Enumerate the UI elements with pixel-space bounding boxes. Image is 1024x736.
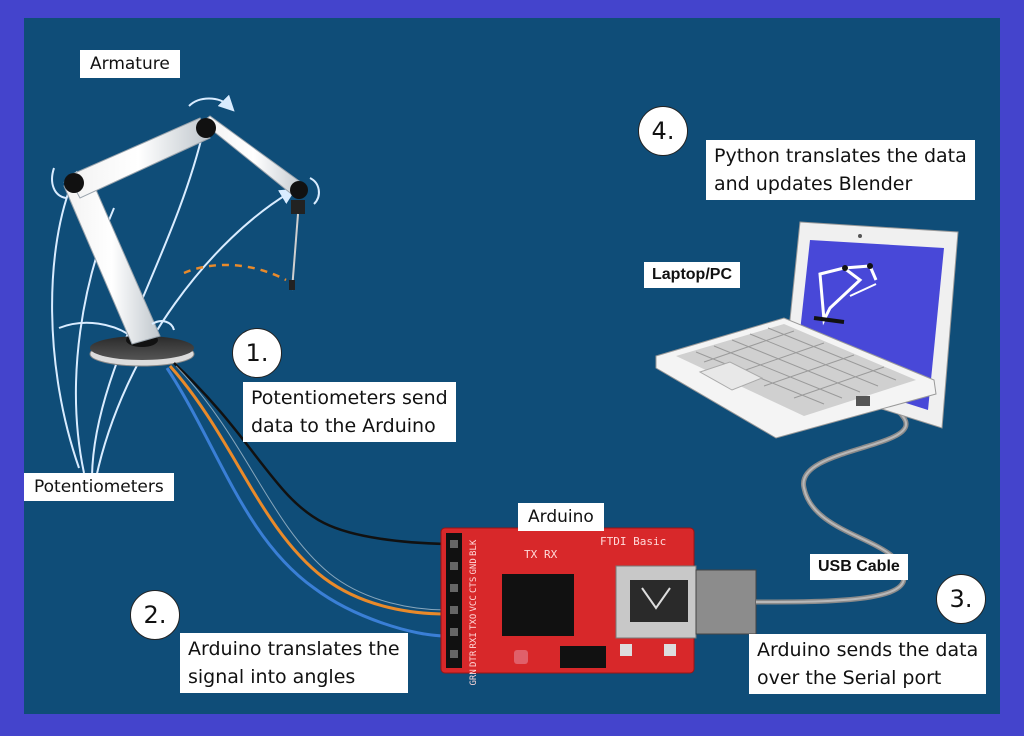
board-pin-label: VCC bbox=[469, 595, 479, 611]
diagram-panel: FTDI Basic TX RX BLK GND CTS VCC TXO RXI DTR GR… bbox=[24, 18, 1000, 714]
armature-lower-arm bbox=[63, 175, 161, 345]
wire-orange bbox=[168, 365, 447, 616]
board-pin-label: RXI bbox=[469, 632, 479, 648]
board-pin-label: CTS bbox=[469, 577, 479, 593]
step-2-line-2: signal into angles bbox=[188, 666, 356, 688]
board-pin-label: TXO bbox=[469, 614, 479, 630]
step-2-badge: 2. bbox=[130, 590, 180, 640]
wires bbox=[165, 362, 447, 638]
potentiometer-joint bbox=[64, 173, 84, 193]
board-pin-labels: BLK GND CTS VCC TXO RXI DTR GRN bbox=[469, 539, 479, 685]
motion-arc bbox=[183, 263, 287, 282]
step-1-description: Potentiometers send data to the Arduino bbox=[243, 382, 456, 442]
diagram-illustration: FTDI Basic TX RX BLK GND CTS VCC TXO RXI DTR GR… bbox=[51, 94, 959, 686]
step-2-description: Arduino translates the signal into angle… bbox=[180, 633, 408, 693]
board-pin-label: GRN bbox=[469, 669, 479, 685]
step-1-line-1: Potentiometers send bbox=[251, 387, 448, 409]
board-tx-label: TX bbox=[524, 548, 538, 561]
board-brand-label: FTDI Basic bbox=[600, 535, 666, 548]
usb-plug bbox=[695, 569, 757, 635]
wire-black bbox=[173, 362, 447, 546]
arduino-chip bbox=[502, 574, 574, 636]
wire-blue bbox=[165, 367, 447, 638]
step-4-line-2: and updates Blender bbox=[714, 173, 913, 195]
laptop-illustration bbox=[655, 221, 959, 439]
step-3-line-2: over the Serial port bbox=[757, 667, 942, 689]
signal-line bbox=[58, 321, 135, 339]
wire-orange bbox=[175, 365, 447, 611]
step-1-line-2: data to the Arduino bbox=[251, 415, 436, 437]
step-3-line-1: Arduino sends the data bbox=[757, 639, 979, 661]
laptop-label: Laptop/PC bbox=[644, 262, 740, 288]
board-pin-label: GND bbox=[469, 558, 479, 574]
arduino-board: FTDI Basic TX RX BLK GND CTS VCC TXO RXI DTR GR… bbox=[440, 527, 697, 686]
potentiometers-label: Potentiometers bbox=[24, 473, 174, 501]
potentiometer-joint bbox=[196, 118, 216, 138]
arduino-label: Arduino bbox=[518, 503, 604, 531]
signal-line bbox=[51, 170, 80, 469]
board-pin-label: DTR bbox=[469, 650, 479, 667]
signal-line bbox=[95, 188, 296, 479]
armature-label: Armature bbox=[80, 50, 180, 78]
armature-forearm bbox=[201, 115, 307, 197]
step-4-badge: 4. bbox=[638, 106, 688, 156]
usb-cable-label: USB Cable bbox=[810, 554, 908, 580]
usb-cable bbox=[695, 393, 909, 635]
potentiometer-joint bbox=[290, 181, 308, 199]
step-4-line-1: Python translates the data bbox=[714, 145, 967, 167]
laptop-touchpad bbox=[698, 361, 764, 391]
step-3-description: Arduino sends the data over the Serial p… bbox=[749, 634, 987, 694]
step-1-badge: 1. bbox=[232, 328, 282, 378]
step-2-line-1: Arduino translates the bbox=[188, 638, 400, 660]
board-rx-label: RX bbox=[544, 548, 558, 561]
armature-illustration bbox=[51, 94, 320, 479]
board-pin-label: BLK bbox=[469, 539, 479, 556]
step-3-badge: 3. bbox=[936, 574, 986, 624]
step-4-description: Python translates the data and updates B… bbox=[706, 140, 975, 200]
armature-upper-arm bbox=[67, 117, 211, 199]
